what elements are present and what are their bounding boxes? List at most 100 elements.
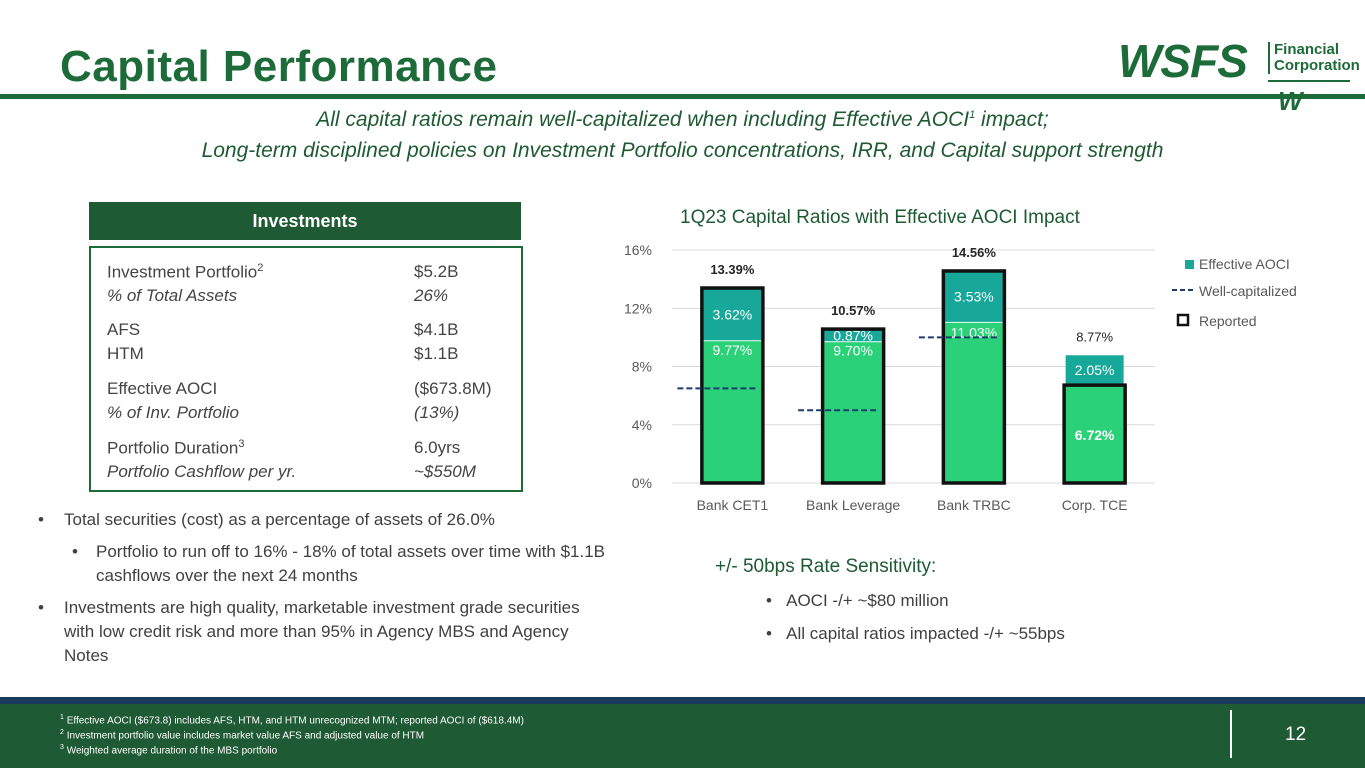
legend-aoci-label: Effective AOCI xyxy=(1199,256,1290,272)
x-tick-label: Bank Leverage xyxy=(806,497,900,513)
inv-value: $4.1B xyxy=(414,320,459,339)
inv-value: $5.2B xyxy=(414,262,459,281)
legend-reported-label: Reported xyxy=(1199,313,1257,329)
y-tick-label: 4% xyxy=(632,417,652,433)
bullet-dot: • xyxy=(38,598,44,617)
inv-value: $1.1B xyxy=(414,344,459,363)
sensitivity-title: +/- 50bps Rate Sensitivity: xyxy=(715,556,937,577)
bar-base xyxy=(1065,385,1124,483)
inv-value: (13%) xyxy=(414,403,460,422)
bar-base-label: 9.70% xyxy=(833,342,873,358)
capital-ratios-chart: 0% 4% 8% 12% 16% 9.77% 3.62% 13.39% Bank CET1 9.7… xyxy=(624,242,1297,513)
bar-aoci-label: 0.87% xyxy=(833,327,873,343)
logo-rule xyxy=(1268,80,1350,82)
sensitivity-item: • AOCI -/+ ~$80 million xyxy=(766,591,949,610)
legend-reported-swatch xyxy=(1176,313,1190,327)
inv-value: ($673.8M) xyxy=(414,379,492,398)
footnote: 2 Investment portfolio value includes ma… xyxy=(60,729,424,741)
subtitle-text: All capital ratios remain well-capitaliz… xyxy=(316,108,970,131)
chart-title: 1Q23 Capital Ratios with Effective AOCI … xyxy=(680,207,1080,228)
bullet-text: Total securities (cost) as a percentage … xyxy=(64,510,495,529)
logo-line2: Corporation xyxy=(1274,57,1360,74)
inv-value: 26% xyxy=(414,286,449,305)
bar-total-label: 13.39% xyxy=(710,262,755,277)
footer-divider xyxy=(1230,710,1232,758)
bar-aoci-label: 3.53% xyxy=(954,289,994,305)
footnote: 3 Weighted average duration of the MBS p… xyxy=(60,744,277,756)
footnote: 1 Effective AOCI ($673.8) includes AFS, … xyxy=(60,714,524,726)
bar-aoci xyxy=(824,329,883,342)
bar-aoci xyxy=(703,288,762,341)
bullet-item: • Investments are high quality, marketabl… xyxy=(38,596,608,668)
bar-aoci-label: 2.05% xyxy=(1075,362,1115,378)
investments-table: Investment Portfolio2 $5.2B % of Total A… xyxy=(89,246,523,492)
footer xyxy=(0,704,1365,768)
y-tick-label: 0% xyxy=(632,475,652,491)
inv-footnote: 2 xyxy=(257,262,264,274)
investments-header: Investments xyxy=(89,202,521,240)
y-tick-label: 8% xyxy=(632,359,652,375)
legend-aoci-swatch xyxy=(1185,260,1194,269)
bullet-item: • Total securities (cost) as a percentage… xyxy=(38,508,608,532)
inv-label: % of Inv. Portfolio xyxy=(107,403,239,422)
x-tick-label: Bank CET1 xyxy=(697,497,769,513)
bar-reported-outline xyxy=(820,327,886,485)
title-divider xyxy=(0,94,1365,99)
subtitle-line-1: All capital ratios remain well-capitaliz… xyxy=(0,108,1365,132)
inv-label: Portfolio Duration3 xyxy=(107,438,244,459)
inv-value: 6.0yrs xyxy=(414,438,461,457)
x-tick-label: Bank TRBC xyxy=(937,497,1011,513)
sensitivity-text: All capital ratios impacted -/+ ~55bps xyxy=(786,624,1065,643)
bar-reported-outline xyxy=(941,269,1007,485)
logo-line1: Financial xyxy=(1274,41,1340,58)
bar-base-label: 9.77% xyxy=(713,342,753,358)
bar-aoci xyxy=(1065,355,1124,386)
legend-well-label: Well-capitalized xyxy=(1199,283,1297,299)
footnote-number: 2 xyxy=(60,729,64,736)
inv-label-text: Portfolio Duration xyxy=(107,438,239,458)
subtitle-footnote: 1 xyxy=(969,109,976,121)
bullet-dot: • xyxy=(38,510,44,529)
sensitivity-item: • All capital ratios impacted -/+ ~55bps xyxy=(766,624,1065,643)
inv-label: Portfolio Cashflow per yr. xyxy=(107,462,297,481)
page-number: 12 xyxy=(1285,724,1307,745)
bullet-text: Portfolio to run off to 16% - 18% of tot… xyxy=(96,542,606,585)
footnote-number: 1 xyxy=(60,714,64,721)
footnote-number: 3 xyxy=(60,744,64,751)
bar-aoci-label: 3.62% xyxy=(713,306,753,322)
footnote-text: Effective AOCI ($673.8) includes AFS, HT… xyxy=(66,715,524,727)
bar-total-label: 14.56% xyxy=(952,245,997,260)
inv-footnote: 3 xyxy=(238,438,245,450)
inv-label: Investment Portfolio2 xyxy=(107,262,263,283)
inv-label: Effective AOCI xyxy=(107,379,218,398)
bullet-dot: • xyxy=(72,542,78,561)
bar-reported-outline xyxy=(1062,383,1127,485)
logo-mark: W xyxy=(1278,86,1303,116)
inv-label: HTM xyxy=(107,344,144,363)
bar-total-label: 8.77% xyxy=(1076,329,1113,344)
bar-base xyxy=(703,340,762,483)
sensitivity-text: AOCI -/+ ~$80 million xyxy=(786,591,949,610)
page-title: Capital Performance xyxy=(60,42,498,91)
bullet-text: Investments are high quality, marketable… xyxy=(64,598,580,665)
inv-label: AFS xyxy=(107,320,141,339)
investment-bullets: • Total securities (cost) as a percentage… xyxy=(38,508,608,676)
subtitle-line-2: Long-term disciplined policies on Invest… xyxy=(201,139,1164,162)
logo-subtext: Financial Corporation xyxy=(1268,42,1360,74)
x-tick-label: Corp. TCE xyxy=(1062,497,1128,513)
bar-reported-outline xyxy=(700,286,765,485)
y-tick-label: 16% xyxy=(624,242,652,258)
company-logo: WSFS Financial Corporation W xyxy=(1118,38,1360,118)
inv-label: % of Total Assets xyxy=(107,286,238,305)
subtitle-text-end: impact; xyxy=(975,108,1049,131)
bar-base xyxy=(944,322,1003,483)
bar-aoci xyxy=(944,270,1003,323)
bar-total-label: 10.57% xyxy=(831,303,876,318)
bar-base-label: 6.72% xyxy=(1075,427,1115,443)
footnote-text: Investment portfolio value includes mark… xyxy=(66,730,425,742)
bar-base xyxy=(824,341,883,483)
footnote-text: Weighted average duration of the MBS por… xyxy=(66,745,278,757)
bullet-item: • Portfolio to run off to 16% - 18% of to… xyxy=(38,540,608,588)
inv-value: ~$550M xyxy=(414,462,476,481)
footer-stripe xyxy=(0,697,1365,704)
